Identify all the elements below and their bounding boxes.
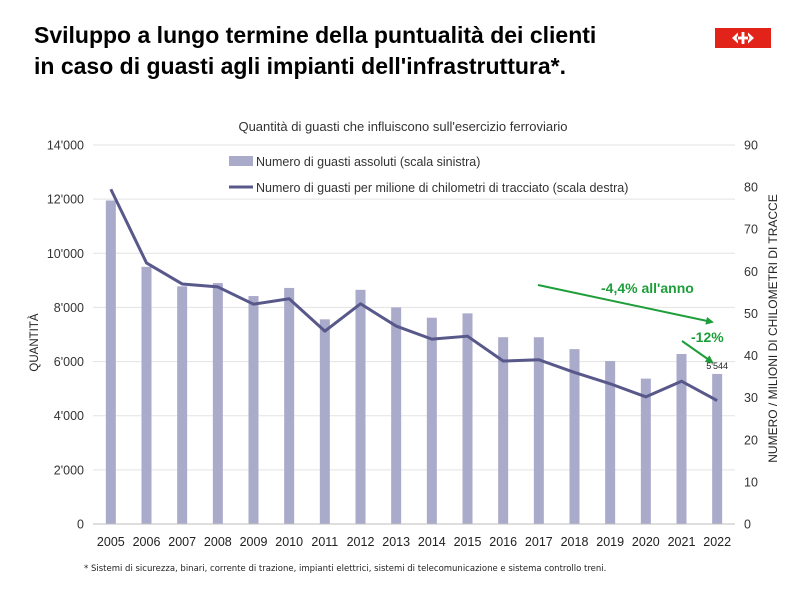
bar-2009 xyxy=(248,296,259,524)
x-tick-label: 2007 xyxy=(168,535,196,549)
bar-2013 xyxy=(391,307,402,524)
y2-tick-label: 90 xyxy=(744,139,758,153)
page-title-line-2: in caso di guasti agli impianti dell'inf… xyxy=(34,53,566,79)
x-tick-label: 2005 xyxy=(97,535,125,549)
x-tick-label: 2009 xyxy=(240,535,268,549)
y2-axis-label: NUMERO / MILIONI DI CHILOMETRI DI TRACCE xyxy=(766,194,780,462)
y-axis-label: QUANTITÀ xyxy=(28,313,41,371)
bar-2017 xyxy=(533,337,544,524)
y-tick-label: 14'000 xyxy=(47,139,84,153)
x-tick-label: 2020 xyxy=(632,535,660,549)
x-tick-label: 2018 xyxy=(561,535,589,549)
bar-2020 xyxy=(640,378,651,524)
y2-tick-label: 0 xyxy=(744,518,751,532)
bar-2007 xyxy=(177,286,188,524)
sbb-logo-icon xyxy=(715,28,771,48)
bar-2005 xyxy=(105,200,116,524)
bar-2014 xyxy=(426,317,437,524)
bar-2021 xyxy=(676,353,687,524)
bar-2010 xyxy=(284,287,295,524)
y2-tick-label: 20 xyxy=(744,433,758,447)
y-tick-label: 0 xyxy=(77,518,84,532)
x-tick-label: 2008 xyxy=(204,535,232,549)
y2-tick-label: 10 xyxy=(744,475,758,489)
x-tick-label: 2013 xyxy=(382,535,410,549)
bar-2022 xyxy=(712,373,723,524)
sbb-logo-mark xyxy=(715,28,771,48)
y-tick-label: 6'000 xyxy=(54,355,84,369)
y-tick-label: 4'000 xyxy=(54,409,84,423)
y2-tick-label: 30 xyxy=(744,391,758,405)
x-tick-label: 2021 xyxy=(668,535,696,549)
x-tick-label: 2022 xyxy=(703,535,731,549)
footnote: * Sistemi di sicurezza, binari, corrente… xyxy=(84,564,607,574)
bar-2011 xyxy=(319,319,330,524)
y-tick-label: 8'000 xyxy=(54,301,84,315)
legend-label-line: Numero di guasti per milione di chilomet… xyxy=(256,181,628,195)
y2-tick-label: 50 xyxy=(744,307,758,321)
x-tick-label: 2012 xyxy=(347,535,375,549)
legend-swatch-bar xyxy=(229,156,253,166)
bar-2015 xyxy=(462,313,473,524)
y-tick-label: 12'000 xyxy=(47,193,84,207)
y2-tick-label: 60 xyxy=(744,265,758,279)
y2-tick-label: 80 xyxy=(744,181,758,195)
annotation-annual: -4,4% all'anno xyxy=(601,280,694,296)
x-tick-label: 2014 xyxy=(418,535,446,549)
page-title-line-1: Sviluppo a lungo termine della puntualit… xyxy=(34,22,597,48)
x-tick-label: 2016 xyxy=(489,535,517,549)
bar-2019 xyxy=(605,361,616,524)
x-tick-label: 2019 xyxy=(596,535,624,549)
trend-arrow-recent xyxy=(681,340,714,364)
y-tick-label: 10'000 xyxy=(47,247,84,261)
x-tick-label: 2017 xyxy=(525,535,553,549)
y2-tick-label: 40 xyxy=(744,349,758,363)
bar-2016 xyxy=(498,337,509,524)
annotation-recent: -12% xyxy=(691,329,724,345)
trend-arrow-annual xyxy=(537,284,714,325)
bar-2012 xyxy=(355,289,366,524)
legend-label-bar: Numero di guasti assoluti (scala sinistr… xyxy=(256,155,480,169)
x-tick-label: 2006 xyxy=(133,535,161,549)
bar-2018 xyxy=(569,349,580,524)
page-title: Sviluppo a lungo termine della puntualit… xyxy=(34,20,694,82)
x-tick-label: 2015 xyxy=(454,535,482,549)
data-label: 5'544 xyxy=(706,361,728,371)
series-line xyxy=(109,188,718,402)
chart-title: Quantità di guasti che influiscono sull'… xyxy=(238,119,567,134)
y2-tick-label: 70 xyxy=(744,223,758,237)
x-tick-label: 2010 xyxy=(275,535,303,549)
bar-2006 xyxy=(141,266,152,524)
bar-2008 xyxy=(212,283,223,524)
y-tick-label: 2'000 xyxy=(54,463,84,477)
x-tick-label: 2011 xyxy=(311,535,338,549)
